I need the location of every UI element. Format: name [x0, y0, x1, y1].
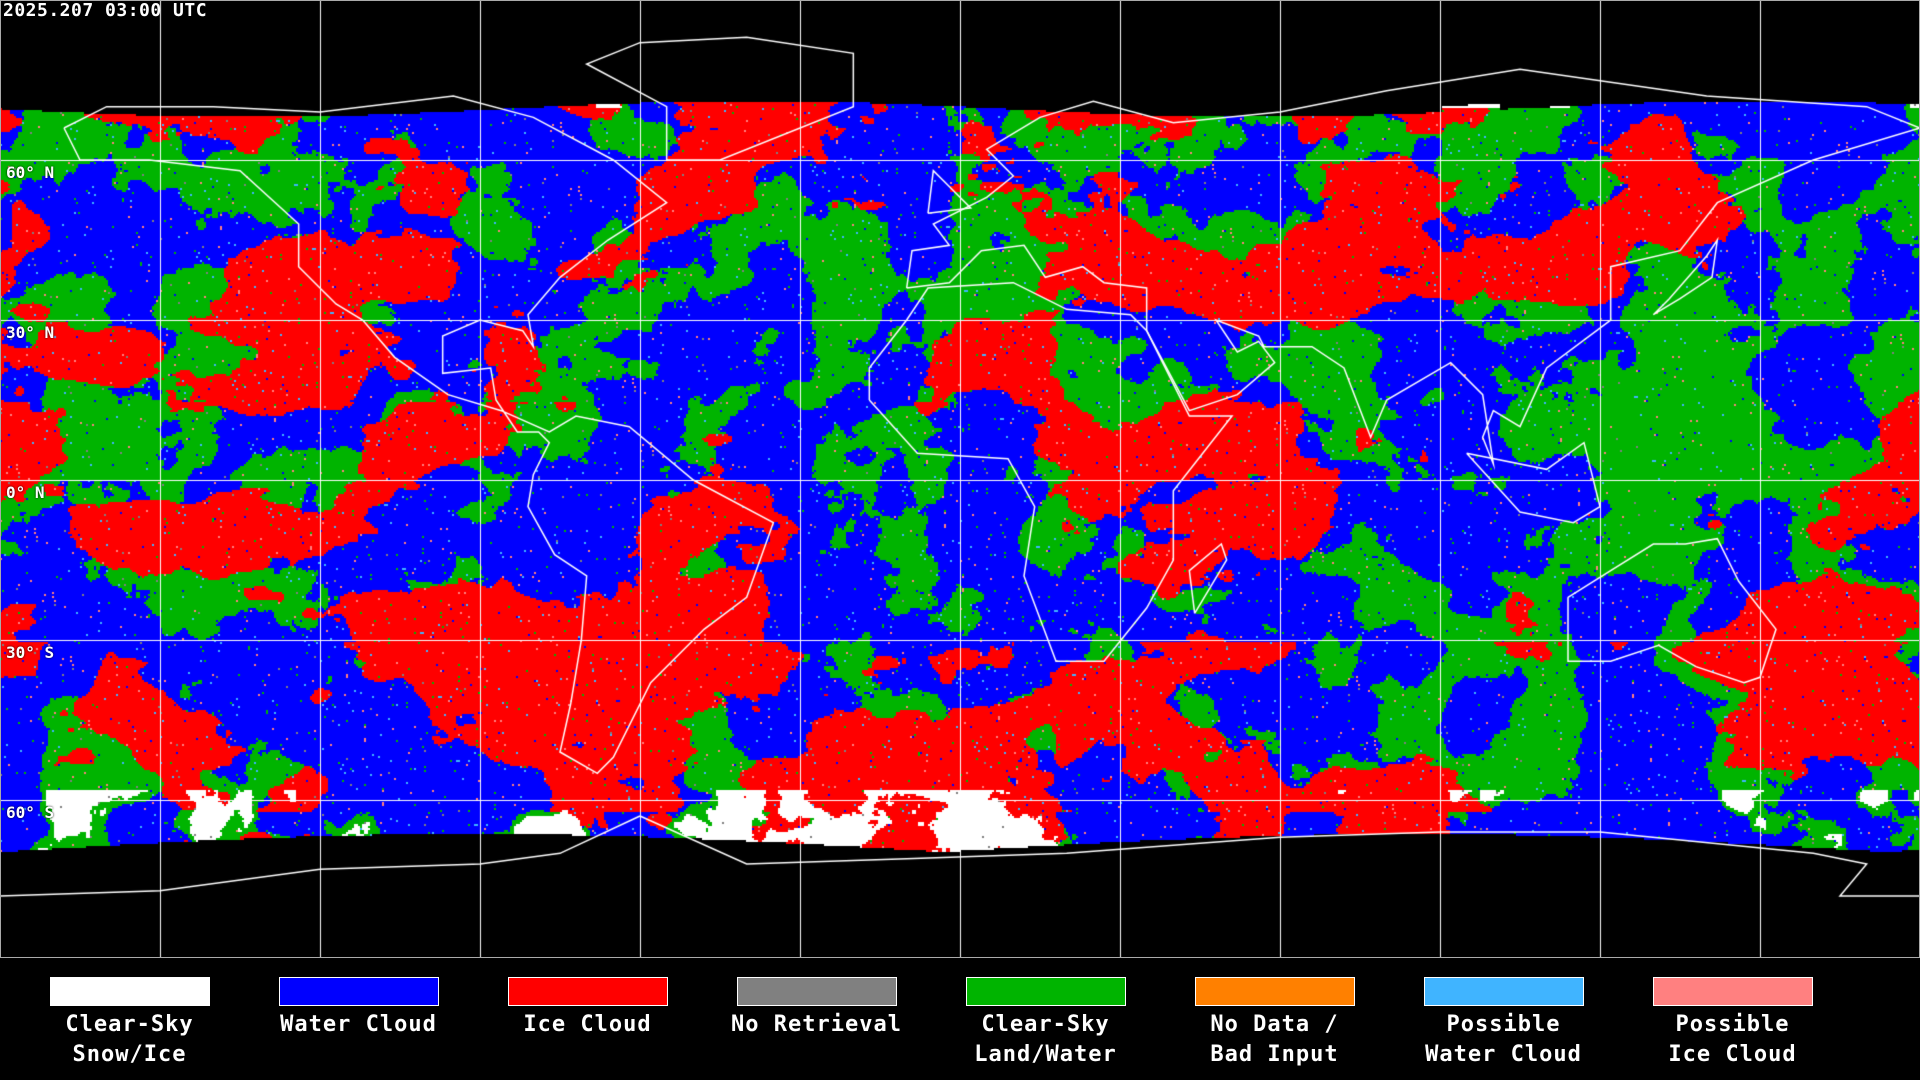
- legend: Clear-Sky Snow/Ice Water Cloud Ice Cloud …: [0, 976, 1920, 1080]
- legend-label: Bad Input: [1210, 1042, 1339, 1067]
- legend-item-water-cloud: Water Cloud: [244, 976, 473, 1040]
- legend-label: Ice Cloud: [523, 1012, 652, 1037]
- legend-label: Water Cloud: [1425, 1042, 1582, 1067]
- lat-label-30n: 30° N: [6, 323, 55, 342]
- legend-item-possible-water-cloud: Possible Water Cloud: [1389, 976, 1618, 1070]
- legend-label: Land/Water: [974, 1042, 1117, 1067]
- legend-label: No Retrieval: [731, 1012, 902, 1037]
- lat-label-0n: 0° N: [6, 483, 45, 502]
- legend-item-clear-sky-snow-ice: Clear-Sky Snow/Ice: [15, 976, 244, 1070]
- lat-label-30s: 30° S: [6, 643, 55, 662]
- legend-swatch: [735, 976, 898, 1007]
- legend-item-possible-ice-cloud: Possible Ice Cloud: [1618, 976, 1847, 1070]
- legend-item-no-retrieval: No Retrieval: [702, 976, 931, 1040]
- cloud-phase-raster: [0, 0, 1920, 958]
- legend-item-ice-cloud: Ice Cloud: [473, 976, 702, 1040]
- legend-label: Water Cloud: [280, 1012, 437, 1037]
- legend-swatch: [506, 976, 669, 1007]
- lat-label-60s: 60° S: [6, 803, 55, 822]
- legend-label: Possible: [1446, 1012, 1561, 1037]
- legend-swatch: [1422, 976, 1585, 1007]
- legend-label: Possible: [1675, 1012, 1790, 1037]
- legend-label: Snow/Ice: [72, 1042, 187, 1067]
- legend-swatch: [964, 976, 1127, 1007]
- legend-label: Ice Cloud: [1668, 1042, 1797, 1067]
- legend-swatch: [277, 976, 440, 1007]
- legend-label: Clear-Sky: [65, 1012, 194, 1037]
- cloud-phase-map: 2025.207 03:00 UTC 60° N 30° N 0° N 30° …: [0, 0, 1920, 958]
- legend-label: Clear-Sky: [981, 1012, 1110, 1037]
- legend-swatch: [48, 976, 211, 1007]
- legend-item-no-data: No Data / Bad Input: [1160, 976, 1389, 1070]
- legend-swatch: [1193, 976, 1356, 1007]
- timestamp-label: 2025.207 03:00 UTC: [3, 0, 208, 21]
- legend-item-clear-sky-land-water: Clear-Sky Land/Water: [931, 976, 1160, 1070]
- legend-label: No Data /: [1210, 1012, 1339, 1037]
- lat-label-60n: 60° N: [6, 163, 55, 182]
- legend-swatch: [1651, 976, 1814, 1007]
